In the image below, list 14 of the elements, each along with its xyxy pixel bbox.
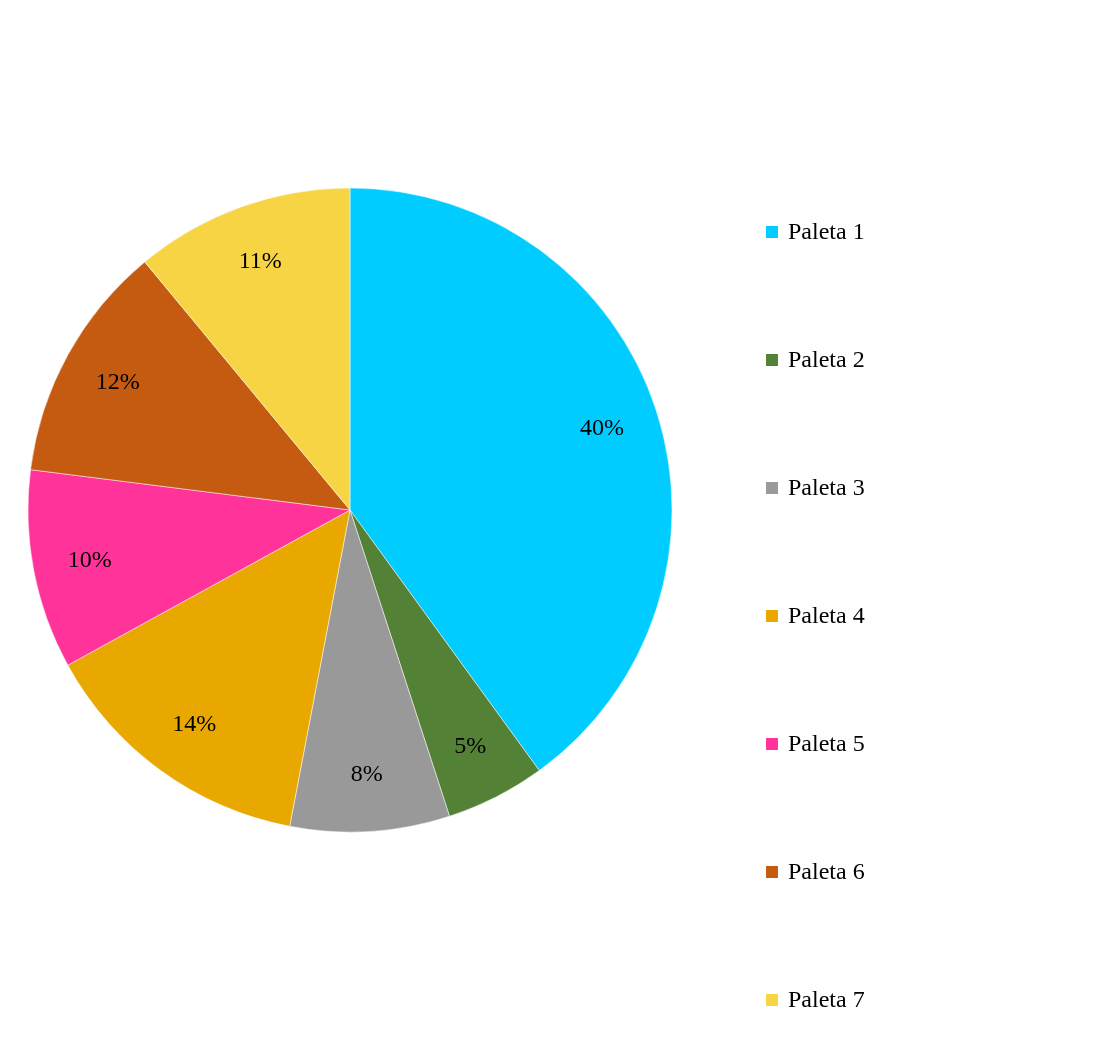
data-label: 12% [95, 368, 140, 395]
legend-label: Paleta 4 [788, 602, 865, 628]
data-label: 8% [350, 760, 383, 787]
legend-label: Paleta 1 [788, 218, 865, 244]
data-label: 10% [67, 545, 112, 572]
legend-label: Paleta 7 [788, 986, 865, 1012]
data-label: 11% [238, 246, 282, 273]
data-label: 40% [580, 414, 625, 441]
legend-label: Paleta 5 [788, 730, 865, 756]
data-label: 5% [454, 732, 487, 759]
legend-label: Paleta 3 [788, 474, 865, 500]
data-label: 14% [172, 710, 217, 737]
legend-label: Paleta 6 [788, 858, 865, 884]
legend-label: Paleta 2 [788, 346, 865, 372]
